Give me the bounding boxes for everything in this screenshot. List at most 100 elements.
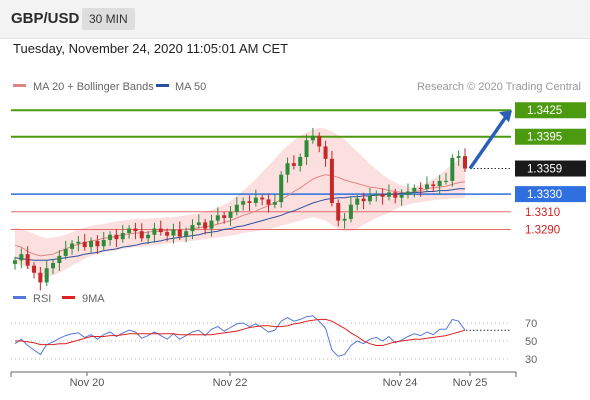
candle-body bbox=[279, 174, 284, 203]
candle-body bbox=[241, 201, 246, 205]
candle-body bbox=[380, 194, 385, 197]
ma20-legend-label: MA 20 + Bollinger Bands bbox=[33, 81, 154, 93]
candle-body bbox=[108, 234, 113, 241]
candle-body bbox=[374, 194, 379, 196]
osc-tick-70: 70 bbox=[525, 318, 537, 330]
ma9-legend-swatch bbox=[62, 296, 75, 299]
candle-body bbox=[285, 163, 290, 175]
candle-body bbox=[51, 262, 56, 269]
bollinger-band bbox=[15, 127, 465, 278]
candle-body bbox=[209, 220, 214, 229]
candle-body bbox=[463, 156, 467, 169]
candle-body bbox=[437, 180, 442, 187]
x-tick-label: Nov 22 bbox=[213, 377, 248, 389]
candle-body bbox=[127, 228, 132, 233]
support-label-1.3290: 1.3290 bbox=[525, 224, 560, 236]
resistance-box-1.3425 bbox=[515, 102, 586, 119]
rsi-line bbox=[14, 315, 466, 357]
candle-body bbox=[171, 229, 176, 236]
candle-body bbox=[95, 240, 100, 247]
candle-body bbox=[25, 254, 30, 266]
candle-body bbox=[89, 240, 94, 248]
candle-body bbox=[13, 260, 17, 264]
candle-body bbox=[234, 204, 239, 212]
candle-body bbox=[196, 222, 201, 226]
candle-body bbox=[165, 232, 170, 236]
candle-body bbox=[139, 231, 144, 239]
candle-body bbox=[177, 229, 182, 237]
candle-body bbox=[431, 184, 436, 187]
candle-body bbox=[272, 202, 277, 205]
candle-body bbox=[399, 195, 404, 198]
pair-title: GBP/USD bbox=[11, 10, 80, 27]
candle-body bbox=[424, 184, 429, 189]
candle-body bbox=[412, 187, 417, 192]
candle-body bbox=[405, 191, 410, 196]
candle-body bbox=[152, 228, 157, 235]
candle-body bbox=[120, 232, 125, 240]
candle-body bbox=[386, 192, 391, 197]
timeframe-button[interactable]: 30 MIN bbox=[82, 8, 135, 30]
research-credit: Research © 2020 Trading Central bbox=[417, 81, 581, 93]
ma9-legend-label: 9MA bbox=[82, 293, 105, 305]
candle-body bbox=[367, 195, 372, 202]
candle-body bbox=[228, 211, 233, 218]
candle-body bbox=[19, 254, 24, 261]
projection-arrow-head bbox=[499, 110, 512, 123]
candle-body bbox=[304, 140, 309, 158]
candle-body bbox=[355, 198, 360, 205]
candle-body bbox=[253, 197, 258, 203]
candle-body bbox=[310, 135, 315, 141]
current-price-label: 1.3359 bbox=[527, 164, 562, 176]
chart-header: GBP/USD 30 MIN bbox=[0, 0, 590, 39]
candle-body bbox=[63, 248, 68, 256]
candle-body bbox=[418, 187, 423, 189]
candle-body bbox=[44, 268, 49, 283]
candle-body bbox=[247, 201, 252, 203]
resistance-box-1.3395 bbox=[515, 128, 586, 145]
osc-tick-50: 50 bbox=[525, 336, 537, 348]
candle-body bbox=[456, 156, 461, 158]
x-tick-label: Nov 25 bbox=[453, 377, 488, 389]
candle-body bbox=[70, 243, 75, 249]
candle-body bbox=[32, 265, 37, 273]
candle-body bbox=[146, 234, 151, 239]
candle-body bbox=[348, 204, 353, 219]
candle-body bbox=[450, 157, 455, 181]
candle-body bbox=[82, 241, 87, 248]
resistance-label-1.3395: 1.3395 bbox=[527, 132, 562, 144]
ma50-legend-label: MA 50 bbox=[175, 81, 206, 93]
resistance-label-1.3425: 1.3425 bbox=[527, 105, 562, 117]
candle-body bbox=[215, 215, 220, 221]
support-label-1.3310: 1.3310 bbox=[525, 207, 560, 219]
candle-body bbox=[133, 228, 138, 232]
candle-body bbox=[57, 255, 62, 263]
ma9-line bbox=[15, 318, 466, 346]
support-box-1.3330 bbox=[515, 186, 586, 203]
ma50-legend-swatch bbox=[156, 84, 169, 87]
candle-body bbox=[336, 202, 341, 221]
current-price-box bbox=[515, 160, 586, 177]
candle-body bbox=[266, 199, 271, 205]
candle-body bbox=[76, 241, 81, 244]
candle-body bbox=[342, 218, 347, 221]
candle-body bbox=[38, 272, 43, 283]
candle-body bbox=[260, 197, 265, 200]
ma20-legend-swatch bbox=[13, 84, 26, 87]
candle-body bbox=[203, 222, 208, 229]
osc-tick-30: 30 bbox=[525, 354, 537, 366]
candle-body bbox=[184, 231, 189, 237]
candle-body bbox=[323, 146, 328, 159]
x-tick-label: Nov 24 bbox=[383, 377, 418, 389]
candle-body bbox=[222, 215, 227, 218]
candle-body bbox=[329, 158, 334, 203]
timestamp: Tuesday, November 24, 2020 11:05:01 AM C… bbox=[13, 41, 289, 56]
candle-body bbox=[298, 157, 303, 166]
candle-body bbox=[443, 180, 448, 182]
projection-arrow-shaft bbox=[468, 114, 509, 170]
support-label-1.3330: 1.3330 bbox=[527, 189, 562, 201]
x-tick-label: Nov 20 bbox=[70, 377, 105, 389]
candle-body bbox=[361, 198, 366, 202]
rsi-legend-label: RSI bbox=[33, 293, 51, 305]
